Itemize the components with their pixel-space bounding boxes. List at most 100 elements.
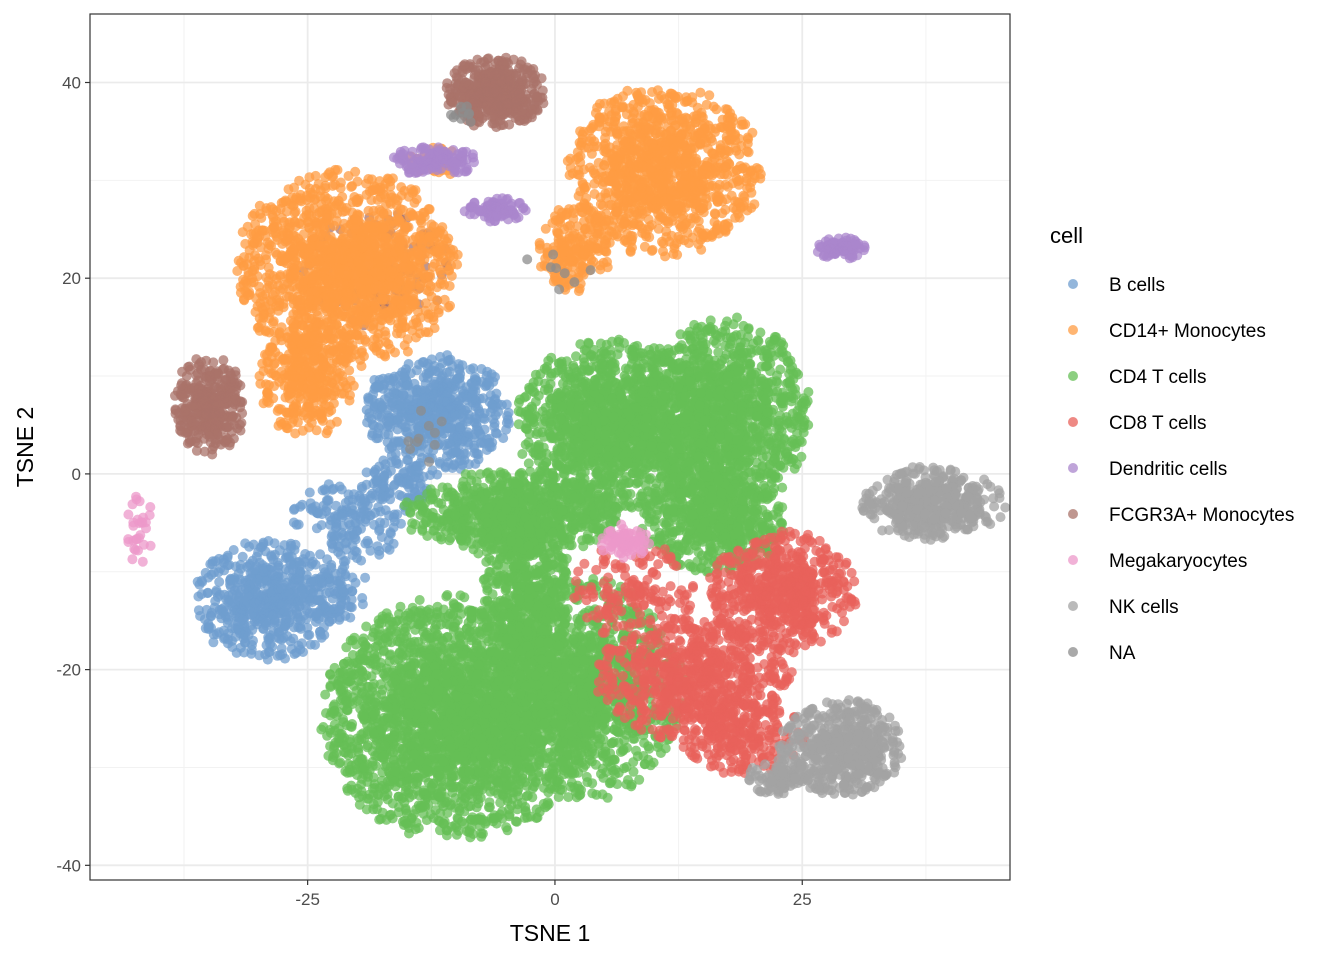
data-point bbox=[341, 288, 352, 299]
data-point bbox=[600, 133, 611, 143]
data-point bbox=[287, 380, 297, 391]
data-point bbox=[268, 359, 279, 370]
data-point bbox=[323, 407, 334, 418]
data-point bbox=[364, 259, 375, 270]
data-point bbox=[176, 390, 187, 401]
data-point bbox=[584, 125, 595, 136]
data-point bbox=[601, 147, 612, 158]
data-point bbox=[331, 374, 342, 385]
data-point bbox=[347, 181, 358, 191]
data-point bbox=[848, 239, 859, 250]
data-point bbox=[585, 224, 596, 235]
data-point bbox=[273, 403, 284, 414]
data-point bbox=[311, 258, 322, 269]
data-point bbox=[691, 156, 702, 167]
data-point bbox=[306, 211, 317, 222]
data-point bbox=[530, 70, 540, 81]
data-point bbox=[599, 160, 610, 171]
data-point bbox=[437, 274, 448, 285]
data-point bbox=[281, 196, 291, 207]
data-point bbox=[388, 268, 399, 279]
data-point bbox=[263, 262, 274, 273]
data-point bbox=[618, 126, 629, 137]
data-point bbox=[814, 239, 825, 250]
data-point bbox=[306, 274, 317, 285]
data-point bbox=[348, 380, 359, 391]
data-point bbox=[491, 210, 502, 221]
data-point bbox=[559, 256, 570, 267]
data-point bbox=[302, 402, 313, 413]
data-point bbox=[373, 328, 384, 339]
data-point bbox=[358, 295, 369, 306]
data-point bbox=[638, 161, 649, 172]
data-point bbox=[314, 372, 325, 383]
data-point bbox=[324, 167, 335, 178]
data-point bbox=[712, 196, 723, 207]
data-point bbox=[482, 86, 492, 97]
data-point bbox=[478, 393, 489, 404]
data-point bbox=[473, 403, 484, 414]
data-point bbox=[435, 242, 446, 253]
data-point bbox=[594, 226, 605, 236]
data-point bbox=[622, 194, 632, 205]
data-point bbox=[295, 260, 306, 271]
data-point bbox=[604, 215, 614, 226]
data-point bbox=[575, 126, 586, 137]
data-point bbox=[351, 320, 362, 331]
data-point bbox=[639, 241, 650, 252]
data-point bbox=[435, 458, 445, 469]
data-point bbox=[256, 213, 267, 223]
data-point bbox=[193, 388, 204, 399]
data-point bbox=[344, 365, 355, 376]
data-point bbox=[553, 205, 564, 215]
data-point bbox=[297, 320, 308, 331]
data-point bbox=[734, 212, 745, 223]
data-point bbox=[392, 323, 403, 333]
data-point bbox=[598, 245, 609, 256]
data-point bbox=[189, 426, 200, 436]
data-point bbox=[443, 233, 454, 244]
data-point bbox=[469, 440, 479, 451]
data-point bbox=[264, 313, 275, 324]
data-point bbox=[710, 209, 721, 220]
data-point bbox=[475, 206, 486, 217]
data-point bbox=[274, 327, 285, 338]
data-point bbox=[192, 368, 203, 379]
data-point bbox=[742, 205, 753, 216]
data-point bbox=[709, 149, 719, 160]
data-point bbox=[354, 334, 365, 345]
data-point bbox=[665, 125, 676, 136]
data-point bbox=[416, 225, 427, 236]
data-point bbox=[293, 405, 304, 416]
data-point bbox=[710, 166, 721, 177]
data-point bbox=[296, 196, 307, 207]
data-point bbox=[607, 170, 618, 180]
data-point bbox=[473, 454, 484, 465]
data-point bbox=[271, 206, 282, 217]
data-point bbox=[391, 232, 402, 243]
data-point bbox=[317, 241, 328, 252]
data-point bbox=[568, 230, 579, 241]
data-point bbox=[633, 190, 644, 201]
data-point bbox=[459, 166, 470, 177]
data-point bbox=[298, 229, 309, 240]
data-point bbox=[394, 242, 405, 253]
data-point bbox=[270, 370, 281, 381]
data-point bbox=[722, 181, 733, 192]
data-point bbox=[295, 294, 306, 305]
data-point bbox=[175, 421, 186, 432]
data-point bbox=[635, 132, 646, 143]
data-point bbox=[701, 137, 712, 148]
data-point bbox=[818, 251, 829, 262]
data-point bbox=[677, 178, 688, 189]
data-point bbox=[498, 65, 509, 75]
data-point bbox=[262, 237, 273, 248]
data-point bbox=[338, 278, 349, 289]
data-point bbox=[262, 350, 272, 361]
data-point bbox=[672, 188, 683, 199]
data-point bbox=[688, 130, 699, 141]
data-point bbox=[579, 245, 590, 256]
data-point bbox=[340, 223, 351, 234]
data-point bbox=[745, 182, 756, 193]
data-point bbox=[742, 132, 753, 143]
